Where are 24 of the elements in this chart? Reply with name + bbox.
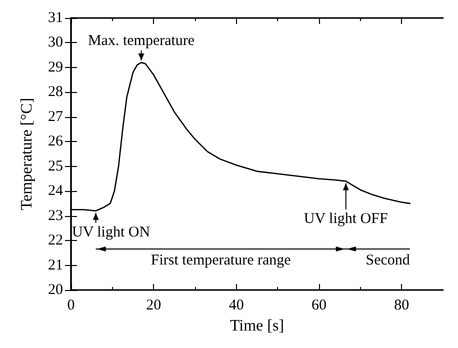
annotation: UV light OFF: [304, 210, 388, 227]
y-tick-label: 23: [48, 208, 63, 224]
annotation: Second: [366, 252, 410, 268]
y-tick-label: 30: [48, 34, 63, 51]
y-tick-label: 27: [48, 108, 64, 125]
x-tick-label: 40: [228, 298, 244, 314]
y-tick-label: 25: [48, 158, 63, 174]
x-tick-label: 0: [67, 298, 75, 314]
x-tick-label: 20: [146, 298, 162, 314]
x-axis-title: Time [s]: [230, 317, 284, 334]
annotation: UV light ON: [72, 224, 150, 240]
y-axis-title: Temperature [°C]: [18, 98, 36, 210]
y-tick-label: 24: [48, 183, 64, 200]
annotation: First temperature range: [150, 252, 292, 268]
x-tick-label: 80: [394, 298, 410, 314]
y-tick-label: 22: [48, 232, 63, 249]
x-tick-label: 60: [312, 298, 326, 314]
annotation: Max. temperature: [88, 33, 195, 50]
y-tick-label: 21: [48, 257, 63, 274]
y-tick-label: 31: [48, 10, 63, 26]
y-tick-label: 20: [48, 282, 63, 298]
y-tick-label: 26: [48, 134, 64, 150]
y-tick-label: 28: [48, 84, 63, 100]
y-tick-label: 29: [48, 59, 63, 76]
